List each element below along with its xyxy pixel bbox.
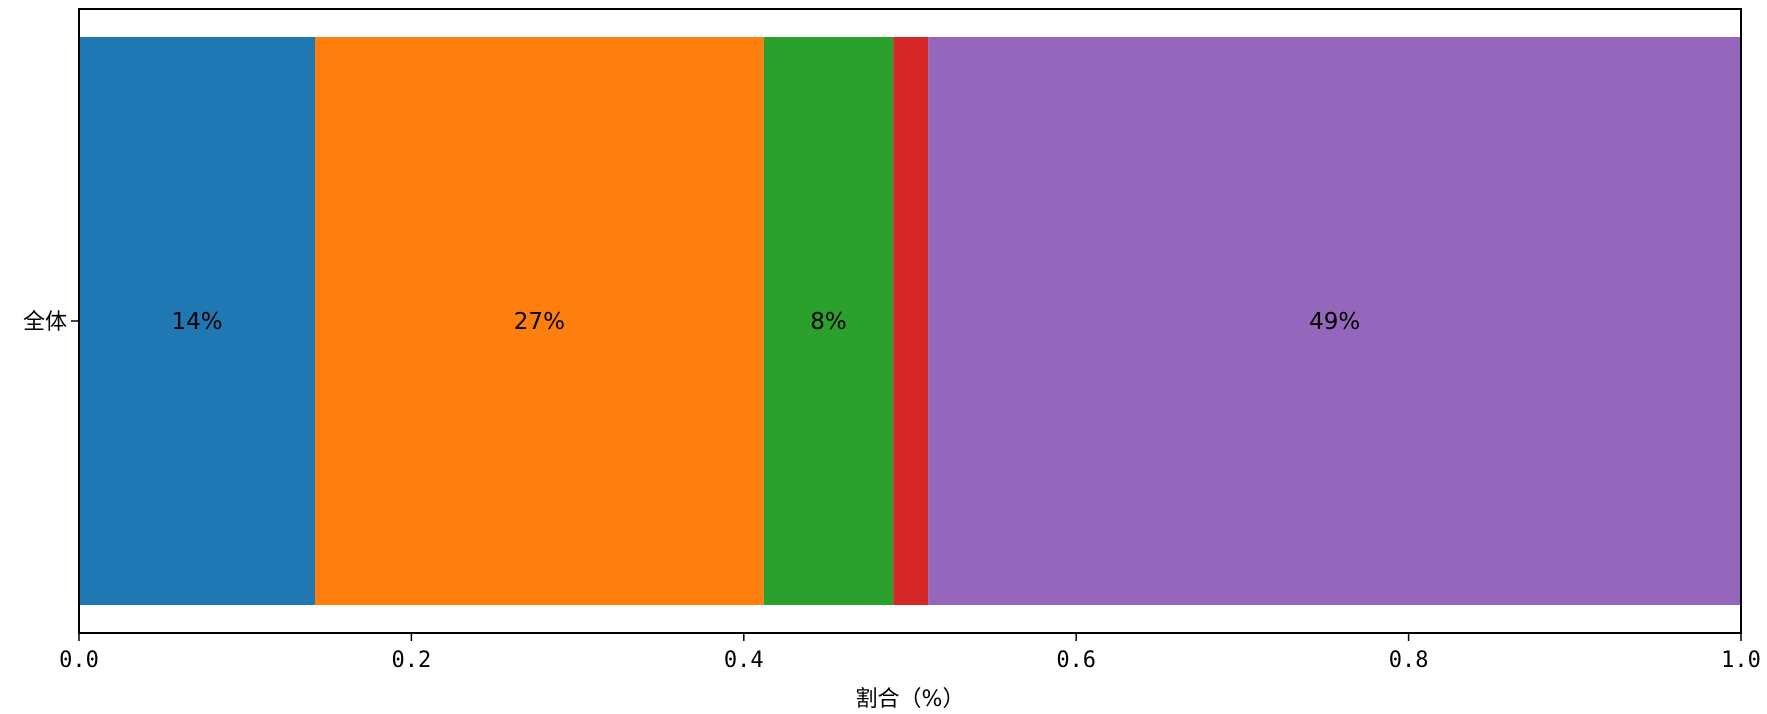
y-axis-ticks: 全体: [23, 310, 79, 335]
bar-segment-4: [893, 37, 929, 605]
bar-segments: [79, 37, 1741, 605]
x-tick-label: 0.4: [724, 648, 764, 673]
y-tick-label: 全体: [23, 310, 67, 335]
x-axis-title: 割合（%）: [856, 687, 965, 712]
bar-data-label-2: 27%: [514, 309, 565, 335]
bar-segment-5: [928, 37, 1741, 605]
bar-data-label-5: 49%: [1309, 309, 1360, 335]
bar-data-label-1: 14%: [171, 309, 222, 335]
x-tick-label: 0.0: [59, 648, 99, 673]
bar-data-label-3: 8%: [810, 309, 847, 335]
x-tick-label: 0.6: [1056, 648, 1096, 673]
x-tick-label: 0.8: [1389, 648, 1429, 673]
bar-segment-1: [79, 37, 316, 605]
x-axis-ticks: 0.0 0.2 0.4 0.6 0.8 1.0: [59, 633, 1761, 673]
bar-data-labels: 14% 27% 8% 49%: [171, 309, 1360, 335]
bar-segment-2: [315, 37, 764, 605]
bar-segment-3: [763, 37, 894, 605]
x-tick-label: 0.2: [392, 648, 432, 673]
x-tick-label: 1.0: [1721, 648, 1761, 673]
